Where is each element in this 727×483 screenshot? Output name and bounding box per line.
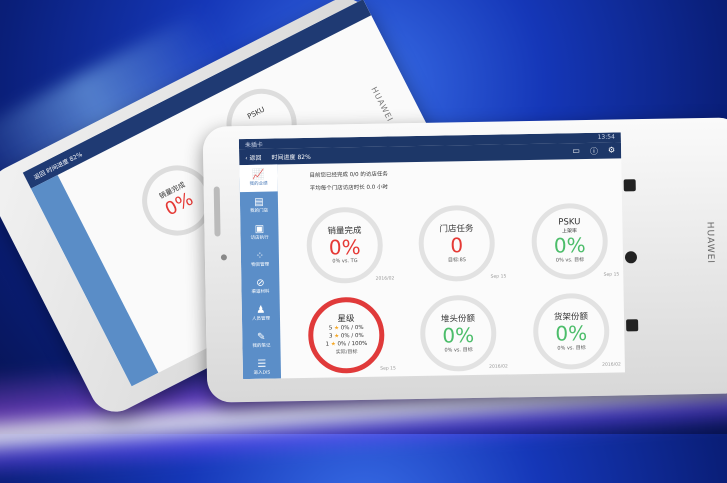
clock: 13:54 (597, 133, 615, 141)
card-date: Sep 15 (603, 272, 620, 278)
card-store-tasks[interactable]: 门店任务 0 目标:85 Sep 15 (418, 204, 506, 282)
sidebar-item-staff[interactable]: ♟ 人员管理 (242, 299, 280, 327)
time-progress: 时间进度 82% (271, 153, 311, 162)
sidebar-item-label: 访店执行 (250, 235, 269, 241)
sidebar-item-label: 物资管理 (251, 262, 270, 268)
card-date: 2016/02 (375, 276, 395, 282)
paperclip-icon: ⊘ (256, 277, 265, 289)
sidebar-item-materials[interactable]: ⁘ 物资管理 (241, 245, 279, 273)
card-sub: 目标:85 (447, 257, 467, 264)
nav-recent-button[interactable] (626, 319, 639, 332)
visit-summary: 目前您已经完成 0/0 的访店任务 (309, 171, 388, 179)
card-value: 0% (442, 323, 475, 348)
star-icon: ★ (334, 333, 340, 340)
sidebar-item-label: 我的笔记 (252, 343, 271, 349)
sidebar-item-stores[interactable]: ▤ 我的门店 (240, 191, 278, 219)
card-sub: 0% vs. 目标 (555, 257, 585, 264)
grid-icon: ⁘ (255, 250, 265, 262)
sidebar: 📈 我的业绩 ▤ 我的门店 ▣ 访店执行 ⁘ 物资管理 ⊘ 渠道材料 ♟ 人员管理 ✎ 我的笔… (239, 164, 282, 380)
card-value: 0% (328, 234, 361, 260)
message-icon[interactable]: ▭ (572, 145, 581, 155)
back-sidebar (30, 175, 159, 387)
card-value: 0% (553, 233, 586, 258)
back-button[interactable]: ‹ 返回 (245, 154, 262, 162)
card-sub: 0% vs. 目标 (557, 345, 586, 352)
back-header-back: 返回 (32, 169, 47, 182)
brand-logo: HUAWEI (704, 221, 715, 265)
front-tablet: HUAWEI 未插卡 13:54 ‹ 返回 时间进度 82% ▭ ⓘ ⚙ 📈 我的业绩 … (202, 117, 727, 403)
nav-home-button[interactable] (624, 251, 638, 264)
star-value: 0% / 0% (340, 324, 364, 332)
sidebar-item-visit[interactable]: ▣ 访店执行 (240, 218, 278, 246)
card-date: 2016/02 (602, 362, 621, 368)
camera (220, 254, 227, 261)
note-icon: ✎ (257, 331, 266, 343)
card-sub: 0% vs. TG (332, 258, 358, 265)
speaker (213, 186, 221, 237)
carrier: 未插卡 (244, 141, 264, 149)
settings-icon[interactable]: ⚙ (607, 145, 616, 155)
people-icon: ♟ (256, 304, 266, 316)
star-value: 0% / 0% (340, 332, 364, 340)
sidebar-item-notes[interactable]: ✎ 我的笔记 (242, 326, 280, 354)
card-star-rating[interactable]: 星级 5 ★ 0% / 0% 3 ★ 0% / 0% 1 ★ 0% / 100%… (307, 296, 396, 374)
card-sales[interactable]: 销量完成 0% 0% vs. TG 2016/02 (306, 206, 394, 284)
nav-back-button[interactable] (623, 179, 636, 192)
card-display-share[interactable]: 堆头份额 0% 0% vs. 目标 2016/02 (419, 294, 508, 372)
sidebar-item-channel[interactable]: ⊘ 渠道材料 (241, 272, 279, 300)
sidebar-item-performance[interactable]: 📈 我的业绩 (239, 164, 278, 193)
sidebar-item-label: 渠道材料 (251, 289, 270, 295)
chart-icon: 📈 (252, 169, 265, 181)
card-value: 0 (450, 233, 464, 258)
list-icon: ☰ (257, 358, 267, 370)
card-psku[interactable]: PSKU 上架率 0% 0% vs. 目标 Sep 15 (531, 202, 619, 281)
star-value: 0% / 100% (337, 340, 368, 348)
card-date: Sep 15 (490, 274, 507, 280)
sidebar-item-label: 我的业绩 (249, 181, 268, 187)
back-card-title: PSKU (246, 105, 267, 121)
sidebar-item-label: 我的门店 (250, 208, 269, 214)
star-level: 5 (328, 325, 333, 332)
card-sub: 实际/目标 (335, 349, 358, 356)
star-icon: ★ (330, 341, 336, 348)
sidebar-item-label: 人员管理 (251, 316, 271, 322)
sidebar-item-dis[interactable]: ☰ 进入DIS (243, 353, 281, 379)
card-sub: 0% vs. 目标 (444, 347, 473, 354)
back-header-progress: 时间进度 82% (45, 151, 84, 176)
star-level: 3 (328, 333, 333, 340)
help-icon[interactable]: ⓘ (589, 146, 599, 156)
store-icon: ▤ (254, 196, 264, 208)
star-icon: ★ (333, 325, 340, 332)
clipboard-icon: ▣ (254, 223, 265, 235)
app-screen: 未插卡 13:54 ‹ 返回 时间进度 82% ▭ ⓘ ⚙ 📈 我的业绩 ▤ 我的门店 ▣… (238, 132, 625, 380)
card-shelf-share[interactable]: 货架份额 0% 0% vs. 目标 2016/02 (532, 292, 621, 370)
visit-duration: 平均每个门店访店时长 0.0 小时 (309, 184, 389, 192)
star-level: 1 (325, 341, 330, 348)
card-value: 0% (555, 321, 588, 346)
card-date: 2016/02 (489, 364, 508, 370)
sidebar-item-label: 进入DIS (253, 370, 271, 376)
back-label: 返回 (249, 154, 262, 162)
card-date: Sep 15 (380, 366, 396, 372)
